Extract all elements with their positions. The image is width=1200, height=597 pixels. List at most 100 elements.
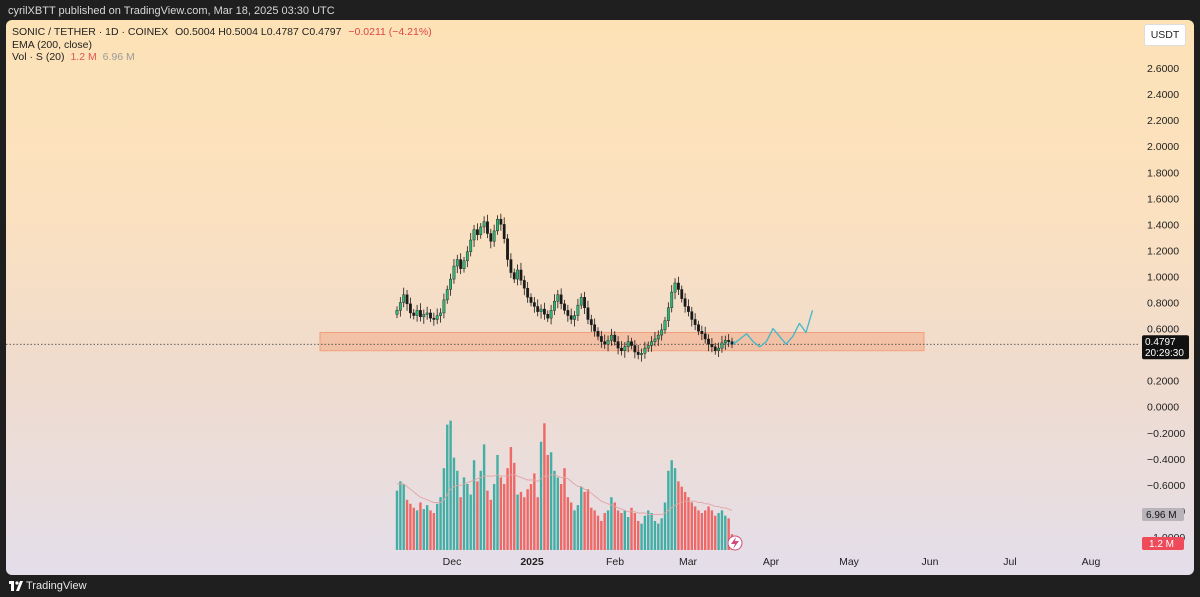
volume-bar <box>680 486 683 550</box>
candle-body <box>435 315 439 320</box>
volume-bar <box>539 441 543 550</box>
price-change: −0.0211 (−4.21%) <box>348 26 432 38</box>
volume-bar <box>637 520 640 550</box>
x-axis-tick: 2025 <box>520 556 544 568</box>
candle-body <box>596 330 600 337</box>
volume-bar <box>596 515 600 550</box>
chart-canvas[interactable]: 2.80002.60002.40002.20002.00001.80001.60… <box>6 20 1194 575</box>
volume-bar <box>727 518 730 550</box>
volume-bar <box>462 477 466 550</box>
volume-label[interactable]: Vol · S (20) <box>12 51 65 63</box>
candle-body <box>482 221 486 228</box>
x-axis-tick: Jul <box>1003 556 1016 568</box>
y-axis-tick: 1.6000 <box>1147 193 1179 205</box>
candle-body <box>650 341 654 346</box>
volume-bar <box>610 497 613 550</box>
volume-bar <box>653 520 657 550</box>
volume-bar <box>620 513 623 550</box>
footer-bar: TradingView <box>0 575 1200 597</box>
candle-body <box>633 345 637 353</box>
symbol-title[interactable]: SONIC / TETHER · 1D · COINEX <box>12 26 169 38</box>
candle-body <box>569 315 573 320</box>
volume-bar <box>472 460 476 550</box>
price-label-value: 0.4797 <box>1145 337 1176 348</box>
volume-bar <box>486 490 489 550</box>
volume-ma-label-box <box>1142 508 1184 521</box>
candle-body <box>606 340 610 345</box>
candle-body <box>462 260 466 269</box>
candle-body <box>432 317 436 320</box>
volume-bar <box>563 468 566 550</box>
volume-bar <box>395 490 399 550</box>
ohlc-values: O0.5004 H0.5004 L0.4787 C0.4797 <box>175 26 342 38</box>
volume-bar <box>419 502 422 550</box>
y-axis-tick: 1.4000 <box>1147 219 1179 231</box>
ema-legend[interactable]: EMA (200, close) <box>12 39 92 51</box>
candle-body <box>643 347 647 354</box>
projection-start <box>725 339 740 345</box>
y-axis-tick: −0.6000 <box>1147 480 1185 492</box>
volume-bar <box>603 513 606 550</box>
volume-bar <box>633 513 637 550</box>
candle-body <box>516 269 519 280</box>
y-axis-tick: 1.2000 <box>1147 245 1179 257</box>
volume-bar <box>673 468 677 550</box>
volume-bar <box>529 484 533 550</box>
candle-body <box>566 310 570 316</box>
candle-body <box>646 345 650 349</box>
candle-body <box>700 330 704 334</box>
volume-bar <box>663 502 667 550</box>
candle-body <box>710 344 714 348</box>
volume-bar <box>543 423 546 550</box>
volume-bar <box>724 515 727 550</box>
volume-bar <box>466 484 469 550</box>
volume-bar <box>613 502 616 550</box>
volume-bar <box>546 454 549 550</box>
candle-body <box>579 297 583 306</box>
candle-body <box>697 324 700 332</box>
volume-bar <box>630 507 633 550</box>
candle-body <box>693 319 697 325</box>
candle-body <box>636 351 640 355</box>
currency-button[interactable]: USDT <box>1144 24 1186 46</box>
volume-bar <box>650 513 653 550</box>
volume-bar <box>626 517 630 550</box>
projection-path[interactable] <box>732 310 814 348</box>
candle-body <box>422 314 426 318</box>
volume-legend[interactable]: Vol · S (20) 1.2 M 6.96 M <box>12 51 135 63</box>
candle-body <box>593 324 597 332</box>
volume-bar <box>717 513 720 550</box>
ema-label[interactable]: EMA (200, close) <box>12 39 92 51</box>
volume-bar <box>710 510 714 550</box>
y-axis-tick: 1.0000 <box>1147 271 1179 283</box>
volume-bar <box>506 468 509 550</box>
volume-bar <box>405 499 409 550</box>
volume-bar <box>533 473 536 550</box>
candle-body <box>543 308 546 315</box>
candle-body <box>576 304 580 316</box>
volume-bar <box>503 484 506 550</box>
candle-body <box>680 289 684 299</box>
candle-body <box>707 338 710 345</box>
symbol-legend[interactable]: SONIC / TETHER · 1D · COINEX O0.5004 H0.… <box>12 26 432 38</box>
volume-bar <box>482 444 486 550</box>
volume-bar <box>556 477 559 550</box>
candle-body <box>666 307 670 321</box>
candle-body <box>573 315 576 320</box>
candle-body <box>509 259 513 273</box>
volume-bar <box>707 506 710 550</box>
candle-body <box>546 314 550 319</box>
volume-bar <box>583 491 586 550</box>
volume-bar <box>499 477 503 550</box>
candle-body <box>419 310 422 318</box>
chart-area[interactable]: 2.80002.60002.40002.20002.00001.80001.60… <box>6 20 1194 575</box>
volume-bar <box>496 454 499 550</box>
volume-bar <box>616 510 620 550</box>
candle-body <box>586 307 590 320</box>
candle-body <box>398 302 402 311</box>
volume-bar <box>492 484 496 550</box>
candle-body <box>402 294 406 303</box>
volume-bar <box>446 424 449 550</box>
candle-body <box>442 299 446 314</box>
volume-bar <box>429 510 432 550</box>
